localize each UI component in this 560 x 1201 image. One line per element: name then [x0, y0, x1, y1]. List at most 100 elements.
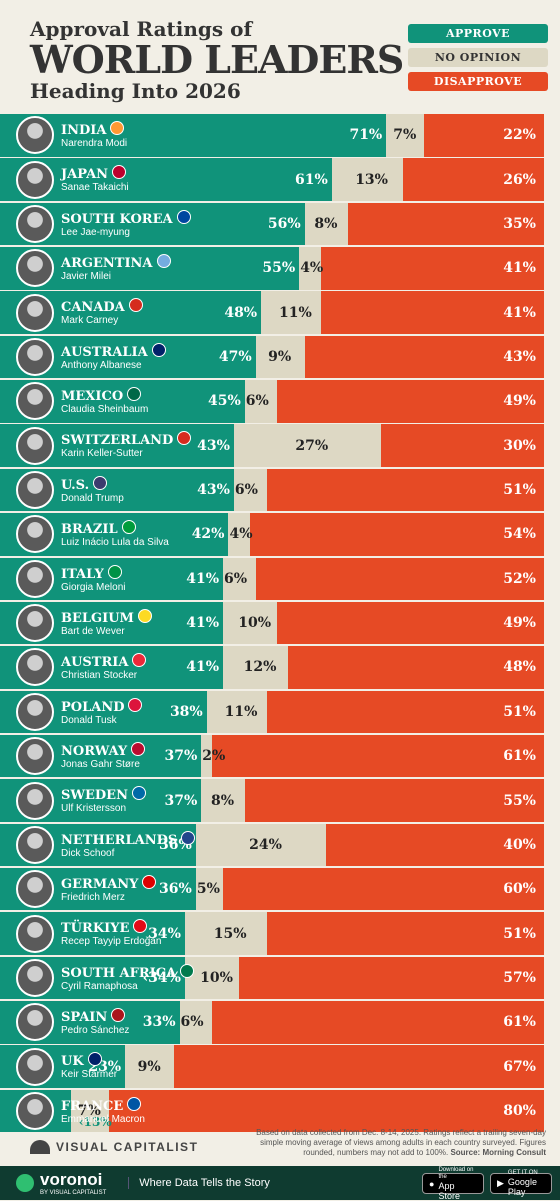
flag-icon	[107, 564, 122, 579]
no-opinion-bar	[195, 823, 327, 867]
disapprove-value-label: 54%	[503, 526, 536, 543]
country-label: ITALY	[61, 564, 122, 582]
play-icon: ▶	[497, 1178, 504, 1188]
leader-name: Emmanuel Macron	[61, 1113, 145, 1125]
leader-portrait	[16, 914, 54, 953]
approve-value-label: ‹13%	[78, 1114, 112, 1129]
disapprove-bar	[304, 335, 544, 379]
leader-portrait	[16, 737, 54, 776]
flag-icon	[127, 1096, 142, 1111]
no-opinion-value-label: 9%	[137, 1058, 161, 1075]
country-name: ARGENTINA	[61, 256, 153, 272]
disapprove-bar	[212, 734, 544, 778]
country-name: SOUTH AFRICA	[61, 965, 177, 981]
disapprove-value-label: 61%	[503, 748, 536, 765]
approve-value-label: 56%	[267, 215, 301, 232]
leader-portrait	[16, 293, 54, 332]
no-opinion-value-label: 4%	[300, 260, 324, 277]
country-name: AUSTRALIA	[61, 344, 148, 360]
country-name: U.S.	[61, 477, 90, 493]
visual-capitalist-brand: VISUAL CAPITALIST	[30, 1140, 198, 1154]
no-opinion-bar	[233, 424, 381, 467]
no-opinion-bar	[261, 291, 321, 334]
no-opinion-value-label: 6%	[224, 570, 248, 587]
country-name: SOUTH KOREA	[61, 211, 173, 227]
title-line-3: Heading Into 2026	[30, 79, 241, 103]
voronoi-logo[interactable]: voronoi BY VISUAL CAPITALIST	[16, 1170, 106, 1197]
disapprove-bar	[326, 823, 544, 867]
country-label: GERMANY	[61, 874, 157, 892]
leader-name: Karin Keller-Sutter	[61, 448, 143, 460]
flag-icon	[121, 520, 136, 535]
approve-value-label: 41%	[186, 570, 220, 587]
flag-icon	[131, 786, 146, 801]
apple-icon: ●	[429, 1178, 435, 1189]
leader-portrait	[16, 338, 54, 376]
leader-portrait	[16, 604, 54, 643]
approve-bar	[0, 158, 332, 201]
table-row: ‹13% 7% 80% FRANCE Emmanuel Macron	[0, 1089, 560, 1133]
disapprove-value-label: 40%	[503, 836, 536, 853]
country-name: SPAIN	[61, 1010, 108, 1025]
no-opinion-bar	[304, 202, 349, 246]
country-label: MEXICO	[61, 387, 142, 405]
leader-portrait	[16, 382, 54, 421]
country-name: SWEDEN	[61, 788, 128, 804]
disapprove-value-label: 49%	[503, 615, 536, 632]
flag-icon	[110, 121, 125, 135]
no-opinion-bar	[233, 468, 267, 512]
disapprove-bar	[108, 1089, 544, 1133]
no-opinion-bar	[125, 1045, 175, 1088]
disapprove-bar	[402, 158, 544, 201]
approve-value-label: 42%	[191, 526, 225, 543]
no-opinion-value-label: 5%	[196, 881, 220, 898]
country-name: POLAND	[61, 699, 125, 715]
no-opinion-value-label: 12%	[243, 659, 277, 676]
leader-portrait	[16, 204, 54, 243]
country-name: BRAZIL	[61, 522, 118, 538]
table-row: 37% 8% 55% SWEDEN Ulf Kristersson	[0, 779, 560, 822]
flag-icon	[177, 431, 192, 446]
no-opinion-bar	[299, 247, 321, 290]
no-opinion-value-label: 15%	[213, 925, 247, 942]
country-label: SWEDEN	[61, 786, 146, 803]
disapprove-bar	[174, 1045, 544, 1088]
table-row: 34% 15% 51% TÜRKIYE Recep Tayyip Erdoğan	[0, 912, 560, 955]
google-play-button[interactable]: ▶ GET IT ON Google Play	[490, 1170, 552, 1197]
disapprove-value-label: 41%	[503, 260, 536, 277]
flag-icon	[87, 1052, 102, 1067]
table-row: 56% 8% 35% SOUTH KOREA Lee Jae-myung	[0, 202, 560, 246]
country-label: FRANCE	[61, 1096, 142, 1114]
leader-name: Pedro Sánchez	[61, 1025, 130, 1036]
disapprove-bar	[320, 291, 544, 334]
no-opinion-value-label: 11%	[224, 703, 258, 720]
country-label: AUSTRALIA	[61, 342, 166, 360]
country-name: MEXICO	[61, 389, 124, 405]
footnote-text: Based on data collected from Dec. 8-14, …	[256, 1128, 546, 1157]
title-line-1: Approval Ratings of	[30, 17, 253, 41]
google-play-label: Google Play	[507, 1177, 537, 1197]
app-store-small: Download on the	[438, 1166, 474, 1180]
leader-name: Dick Schoof	[61, 847, 115, 859]
table-row: 23% 9% 67% UK Keir Starmer	[0, 1045, 560, 1088]
leader-name: Sanae Takaichi	[61, 182, 129, 194]
country-label: SOUTH AFRICA	[61, 963, 195, 981]
approve-value-label: ‹34%	[142, 969, 181, 986]
leader-portrait	[16, 825, 54, 864]
leader-portrait	[16, 1047, 54, 1086]
table-row: 43% 27% 30% SWITZERLAND Karin Keller-Sutter	[0, 424, 560, 467]
no-opinion-bar	[201, 734, 213, 778]
country-name: NETHERLANDS	[61, 832, 178, 848]
no-opinion-value-label: 2%	[202, 748, 226, 765]
leader-name: Donald Tusk	[61, 714, 117, 726]
app-store-button[interactable]: ● Download on the App Store	[422, 1167, 484, 1201]
no-opinion-bar	[179, 1001, 213, 1044]
table-row: 71% 7% 22% INDIA Narendra Modi	[0, 114, 560, 157]
no-opinion-bar	[195, 867, 224, 911]
voronoi-sub: BY VISUAL CAPITALIST	[40, 1189, 107, 1196]
table-row: 37% 2% 61% NORWAY Jonas Gahr Støre	[0, 734, 560, 778]
country-label: CANADA	[61, 298, 143, 315]
no-opinion-bar	[184, 912, 267, 955]
approve-value-label: 48%	[224, 304, 258, 321]
